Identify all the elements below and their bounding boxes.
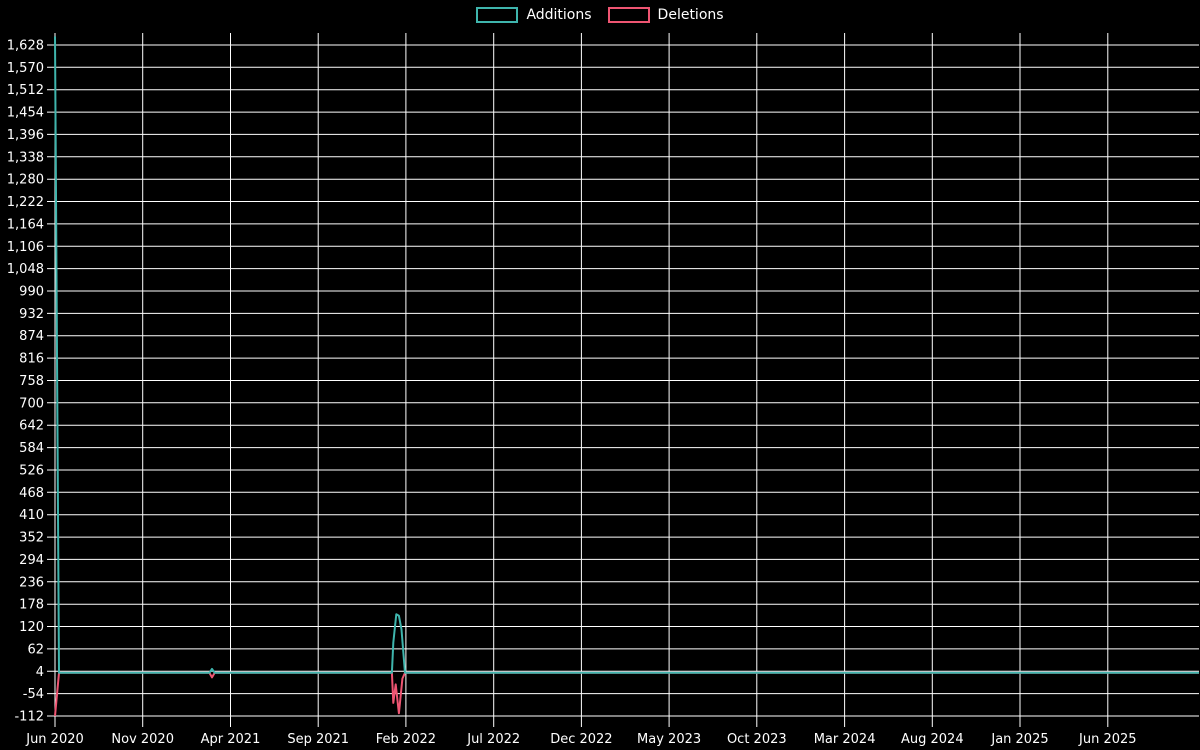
y-axis-tick-label: 700 (19, 396, 44, 411)
y-axis-tick-label: 584 (19, 441, 44, 456)
y-axis-tick-label: 1,454 (7, 106, 44, 121)
y-axis-tick-label: 526 (19, 464, 44, 479)
y-axis-tick-label: 120 (19, 620, 44, 635)
y-axis-tick-label: 1,222 (7, 195, 44, 210)
x-axis-tick-label: Oct 2023 (727, 732, 787, 747)
additions-swatch-icon (476, 7, 519, 23)
y-axis-tick-label: 932 (19, 307, 44, 322)
x-axis-tick-label: Jun 2025 (1078, 732, 1137, 747)
y-axis-tick-label: -112 (14, 710, 44, 725)
legend: Additions Deletions (0, 6, 1200, 24)
y-axis-tick-label: 236 (19, 575, 44, 590)
x-axis-tick-label: Dec 2022 (550, 732, 612, 747)
x-axis-tick-label: Feb 2022 (376, 732, 436, 747)
x-axis-tick-label: Jan 2025 (990, 732, 1048, 747)
legend-item-deletions[interactable]: Deletions (607, 6, 724, 24)
additions-line (54, 36, 1199, 674)
x-axis-tick-label: Jun 2020 (25, 732, 84, 747)
x-axis-tick-label: Mar 2024 (814, 732, 876, 747)
x-axis-tick-label: Nov 2020 (111, 732, 174, 747)
x-axis-tick-label: May 2023 (637, 732, 701, 747)
y-axis-tick-label: 410 (19, 508, 44, 523)
y-axis-tick-label: 62 (27, 642, 44, 657)
y-axis-tick-label: 352 (19, 531, 44, 546)
y-axis-tick-label: 4 (36, 665, 44, 680)
y-axis-tick-label: 294 (19, 553, 44, 568)
y-axis-tick-label: 1,280 (7, 173, 44, 188)
y-axis-tick-label: 874 (19, 329, 44, 344)
y-axis-tick-label: 642 (19, 419, 44, 434)
y-axis-tick-label: 758 (19, 374, 44, 389)
y-axis-tick-label: 816 (19, 352, 44, 367)
x-axis-tick-label: Aug 2024 (901, 732, 964, 747)
y-axis-tick-label: 1,512 (7, 83, 44, 98)
gridlines (47, 33, 1199, 727)
legend-label: Deletions (657, 7, 724, 23)
series-lines (54, 36, 1199, 717)
deletions-swatch-icon (607, 7, 650, 23)
y-axis-tick-label: 1,338 (7, 150, 44, 165)
y-axis-tick-label: 1,396 (7, 128, 44, 143)
y-axis-tick-label: 1,048 (7, 262, 44, 277)
x-axis-tick-label: Apr 2021 (201, 732, 261, 747)
y-axis-tick-label: 1,164 (7, 217, 44, 232)
y-axis-tick-label: 1,570 (7, 61, 44, 76)
y-axis-tick-label: 1,106 (7, 240, 44, 255)
x-axis-tick-label: Jul 2022 (466, 732, 520, 747)
legend-label: Additions (526, 7, 592, 23)
y-axis-tick-label: 990 (19, 285, 44, 300)
y-axis-tick-label: 178 (19, 598, 44, 613)
deletions-line (54, 671, 1199, 717)
y-axis-tick-label: -54 (23, 687, 44, 702)
y-axis-tick-label: 468 (19, 486, 44, 501)
x-axis-tick-label: Sep 2021 (287, 732, 349, 747)
axis-labels: -112 -54 4 62 120 178 236 294 352 410 468 526 584 642… (7, 39, 1137, 748)
y-axis-tick-label: 1,628 (7, 39, 44, 54)
legend-item-additions[interactable]: Additions (476, 6, 592, 24)
